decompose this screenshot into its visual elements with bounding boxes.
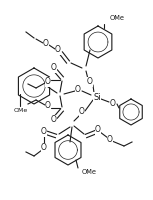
Text: O: O <box>75 86 81 95</box>
Text: O: O <box>110 98 116 108</box>
Text: OMe: OMe <box>82 169 97 175</box>
Text: OMe: OMe <box>14 108 28 114</box>
Text: O: O <box>55 46 61 54</box>
Text: O: O <box>41 128 47 136</box>
Text: O: O <box>79 108 85 116</box>
Text: OMe: OMe <box>110 15 125 21</box>
Text: O: O <box>51 116 57 124</box>
Text: O: O <box>87 77 93 86</box>
Text: Si: Si <box>93 92 101 102</box>
Text: O: O <box>45 102 51 110</box>
Text: O: O <box>51 64 57 72</box>
Text: O: O <box>43 40 49 48</box>
Text: O: O <box>95 126 101 134</box>
Text: O: O <box>41 144 47 152</box>
Text: O: O <box>45 77 51 86</box>
Text: O: O <box>107 136 113 144</box>
